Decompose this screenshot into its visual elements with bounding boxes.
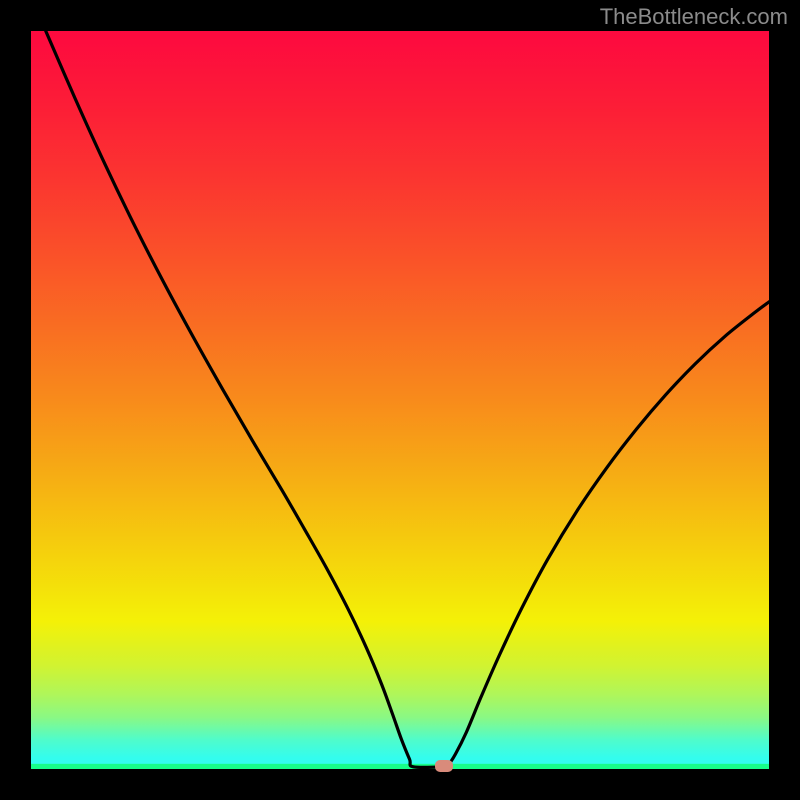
optimum-marker xyxy=(435,760,453,772)
watermark-text: TheBottleneck.com xyxy=(600,4,788,30)
chart-frame: TheBottleneck.com xyxy=(0,0,800,800)
bottleneck-curve xyxy=(31,31,769,769)
